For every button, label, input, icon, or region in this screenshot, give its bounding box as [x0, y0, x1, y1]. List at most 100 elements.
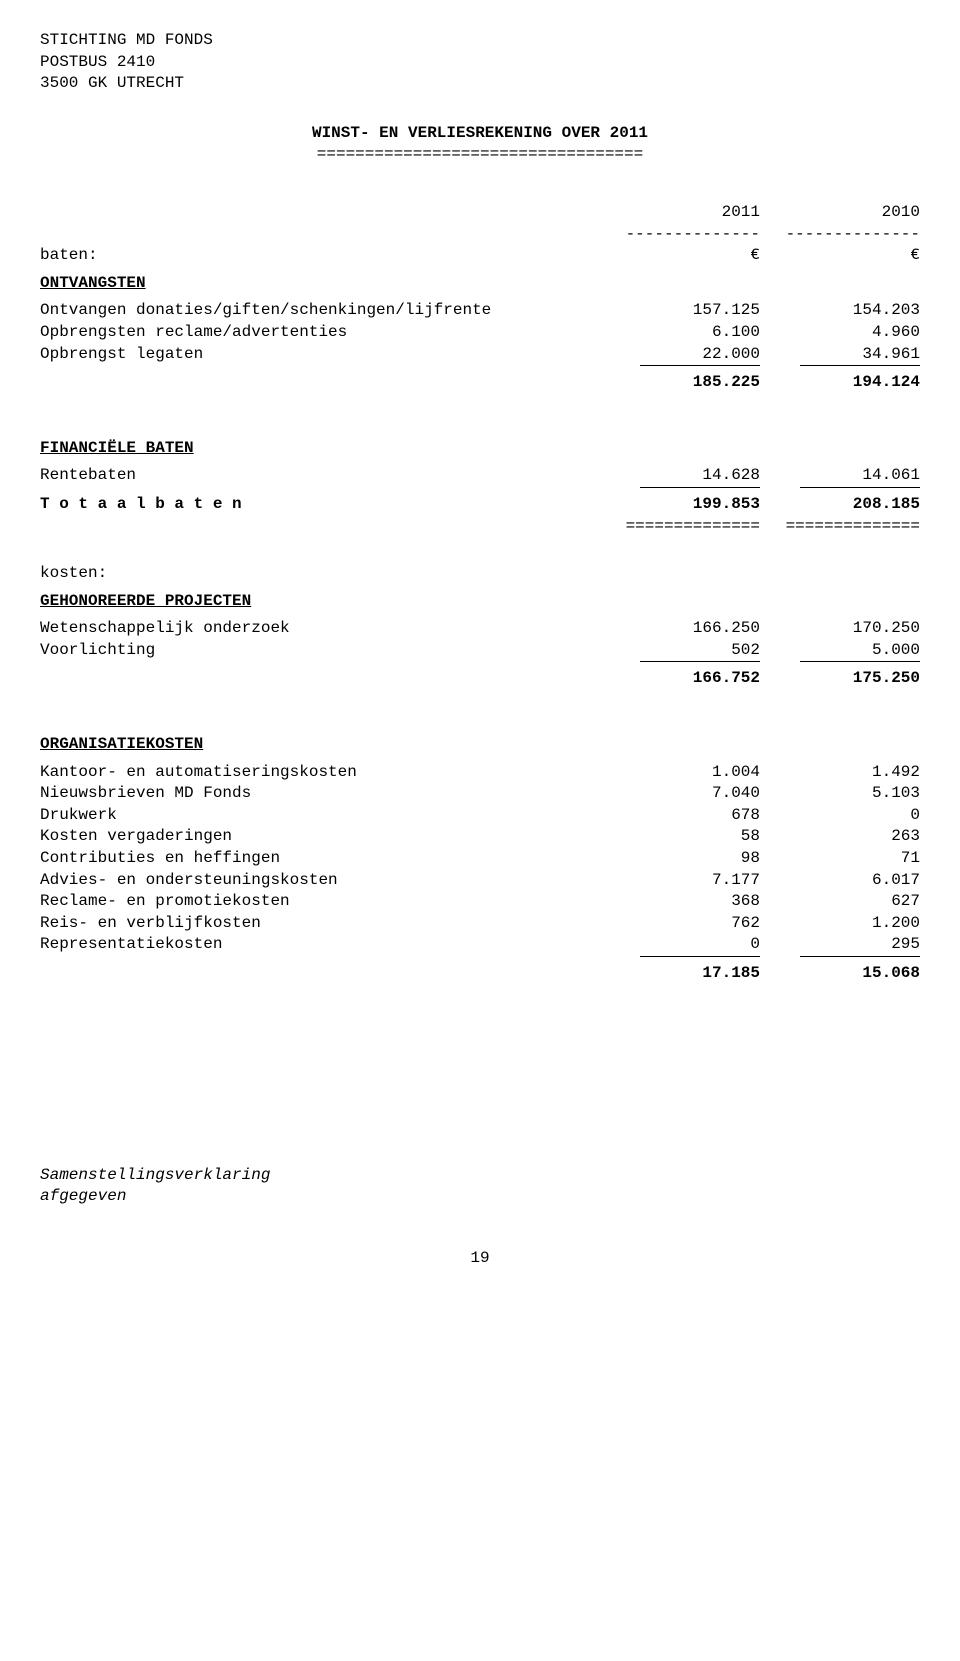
table-row: Reclame- en promotiekosten368627 — [40, 891, 920, 913]
row-label: Kosten vergaderingen — [40, 826, 600, 848]
heading-text: FINANCIËLE BATEN — [40, 438, 600, 460]
footer-line: Samenstellingsverklaring — [40, 1165, 920, 1187]
row-value: 6.017 — [760, 870, 920, 892]
double-rule: ============== — [600, 516, 760, 538]
row-value: 295 — [760, 934, 920, 956]
table-row: Opbrengst legaten22.00034.961 — [40, 344, 920, 366]
address-line: 3500 GK UTRECHT — [40, 73, 920, 95]
heading-text: ORGANISATIEKOSTEN — [40, 734, 600, 756]
document-title: WINST- EN VERLIESREKENING OVER 2011 — [40, 123, 920, 145]
footer-line: afgegeven — [40, 1186, 920, 1208]
row-label: Rentebaten — [40, 465, 600, 487]
row-label: Reclame- en promotiekosten — [40, 891, 600, 913]
table-row: Opbrengsten reclame/advertenties6.1004.9… — [40, 322, 920, 344]
row-value: 14.061 — [760, 465, 920, 487]
row-value: 0 — [760, 805, 920, 827]
totaal-baten-label: T o t a a l b a t e n — [40, 494, 600, 516]
table-row: Advies- en ondersteuningskosten7.1776.01… — [40, 870, 920, 892]
baten-label: baten: — [40, 245, 600, 267]
totaal-baten-row: T o t a a l b a t e n 199.853 208.185 — [40, 494, 920, 516]
row-value: 502 — [600, 640, 760, 662]
document-title-block: WINST- EN VERLIESREKENING OVER 2011 ====… — [40, 123, 920, 166]
row-value: 263 — [760, 826, 920, 848]
address-line: POSTBUS 2410 — [40, 52, 920, 74]
double-rule: ============== — [760, 516, 920, 538]
ontvangsten-subtotal: 185.225 194.124 — [40, 372, 920, 394]
dash: -------------- — [600, 224, 760, 246]
row-value: 6.100 — [600, 322, 760, 344]
year-2010: 2010 — [760, 202, 920, 224]
row-value: 4.960 — [760, 322, 920, 344]
double-rule-row: ============== ============== — [40, 516, 920, 538]
row-value: 5.103 — [760, 783, 920, 805]
page-number: 19 — [40, 1248, 920, 1270]
section-heading-gehonoreerde: GEHONOREERDE PROJECTEN — [40, 591, 920, 613]
row-value: 1.004 — [600, 762, 760, 784]
row-label: Opbrengsten reclame/advertenties — [40, 322, 600, 344]
year-dash-row: -------------- -------------- — [40, 224, 920, 246]
totaal-value: 199.853 — [600, 494, 760, 516]
row-label: Contributies en heffingen — [40, 848, 600, 870]
table-row: Contributies en heffingen9871 — [40, 848, 920, 870]
heading-text: GEHONOREERDE PROJECTEN — [40, 591, 600, 613]
kosten-label: kosten: — [40, 563, 600, 585]
row-value: 166.250 — [600, 618, 760, 640]
table-row: Reis- en verblijfkosten7621.200 — [40, 913, 920, 935]
row-value: 0 — [600, 934, 760, 956]
row-label: Voorlichting — [40, 640, 600, 662]
subtotal-rule — [40, 661, 920, 662]
row-label: Nieuwsbrieven MD Fonds — [40, 783, 600, 805]
row-value: 368 — [600, 891, 760, 913]
row-value: 58 — [600, 826, 760, 848]
table-row: Ontvangen donaties/giften/schenkingen/li… — [40, 300, 920, 322]
row-value: 7.177 — [600, 870, 760, 892]
row-value: 627 — [760, 891, 920, 913]
row-label: Advies- en ondersteuningskosten — [40, 870, 600, 892]
table-row: Kantoor- en automatiseringskosten1.0041.… — [40, 762, 920, 784]
table-row: Drukwerk6780 — [40, 805, 920, 827]
year-header-row: 2011 2010 — [40, 202, 920, 224]
row-value: 1.492 — [760, 762, 920, 784]
row-value: 34.961 — [760, 344, 920, 366]
row-label: Kantoor- en automatiseringskosten — [40, 762, 600, 784]
table-row: Voorlichting5025.000 — [40, 640, 920, 662]
row-value: 157.125 — [600, 300, 760, 322]
row-value: 22.000 — [600, 344, 760, 366]
euro-symbol: € — [600, 245, 760, 267]
baten-euro-row: baten: € € — [40, 245, 920, 267]
table-row: Wetenschappelijk onderzoek166.250170.250 — [40, 618, 920, 640]
address-line: STICHTING MD FONDS — [40, 30, 920, 52]
financiele-baten-rows: Rentebaten14.62814.061 — [40, 465, 920, 487]
row-value: 98 — [600, 848, 760, 870]
gehonoreerde-rows: Wetenschappelijk onderzoek166.250170.250… — [40, 618, 920, 661]
dash: -------------- — [760, 224, 920, 246]
ontvangsten-rows: Ontvangen donaties/giften/schenkingen/li… — [40, 300, 920, 365]
subtotal-value: 15.068 — [760, 963, 920, 985]
row-label: Ontvangen donaties/giften/schenkingen/li… — [40, 300, 600, 322]
subtotal-rule — [40, 956, 920, 957]
row-value: 678 — [600, 805, 760, 827]
subtotal-value: 175.250 — [760, 668, 920, 690]
row-label: Representatiekosten — [40, 934, 600, 956]
kosten-label-row: kosten: — [40, 563, 920, 585]
table-row: Nieuwsbrieven MD Fonds7.0405.103 — [40, 783, 920, 805]
row-value: 5.000 — [760, 640, 920, 662]
row-value: 1.200 — [760, 913, 920, 935]
heading-text: ONTVANGSTEN — [40, 273, 600, 295]
totaal-value: 208.185 — [760, 494, 920, 516]
table-row: Rentebaten14.62814.061 — [40, 465, 920, 487]
year-2011: 2011 — [600, 202, 760, 224]
row-value: 170.250 — [760, 618, 920, 640]
subtotal-rule — [40, 487, 920, 488]
section-heading-ontvangsten: ONTVANGSTEN — [40, 273, 920, 295]
row-label: Reis- en verblijfkosten — [40, 913, 600, 935]
section-heading-organisatiekosten: ORGANISATIEKOSTEN — [40, 734, 920, 756]
row-label: Opbrengst legaten — [40, 344, 600, 366]
euro-symbol: € — [760, 245, 920, 267]
subtotal-value: 194.124 — [760, 372, 920, 394]
organisatiekosten-subtotal: 17.185 15.068 — [40, 963, 920, 985]
address-block: STICHTING MD FONDS POSTBUS 2410 3500 GK … — [40, 30, 920, 95]
title-rule: ================================== — [40, 144, 920, 166]
section-heading-financiele-baten: FINANCIËLE BATEN — [40, 438, 920, 460]
row-value: 154.203 — [760, 300, 920, 322]
